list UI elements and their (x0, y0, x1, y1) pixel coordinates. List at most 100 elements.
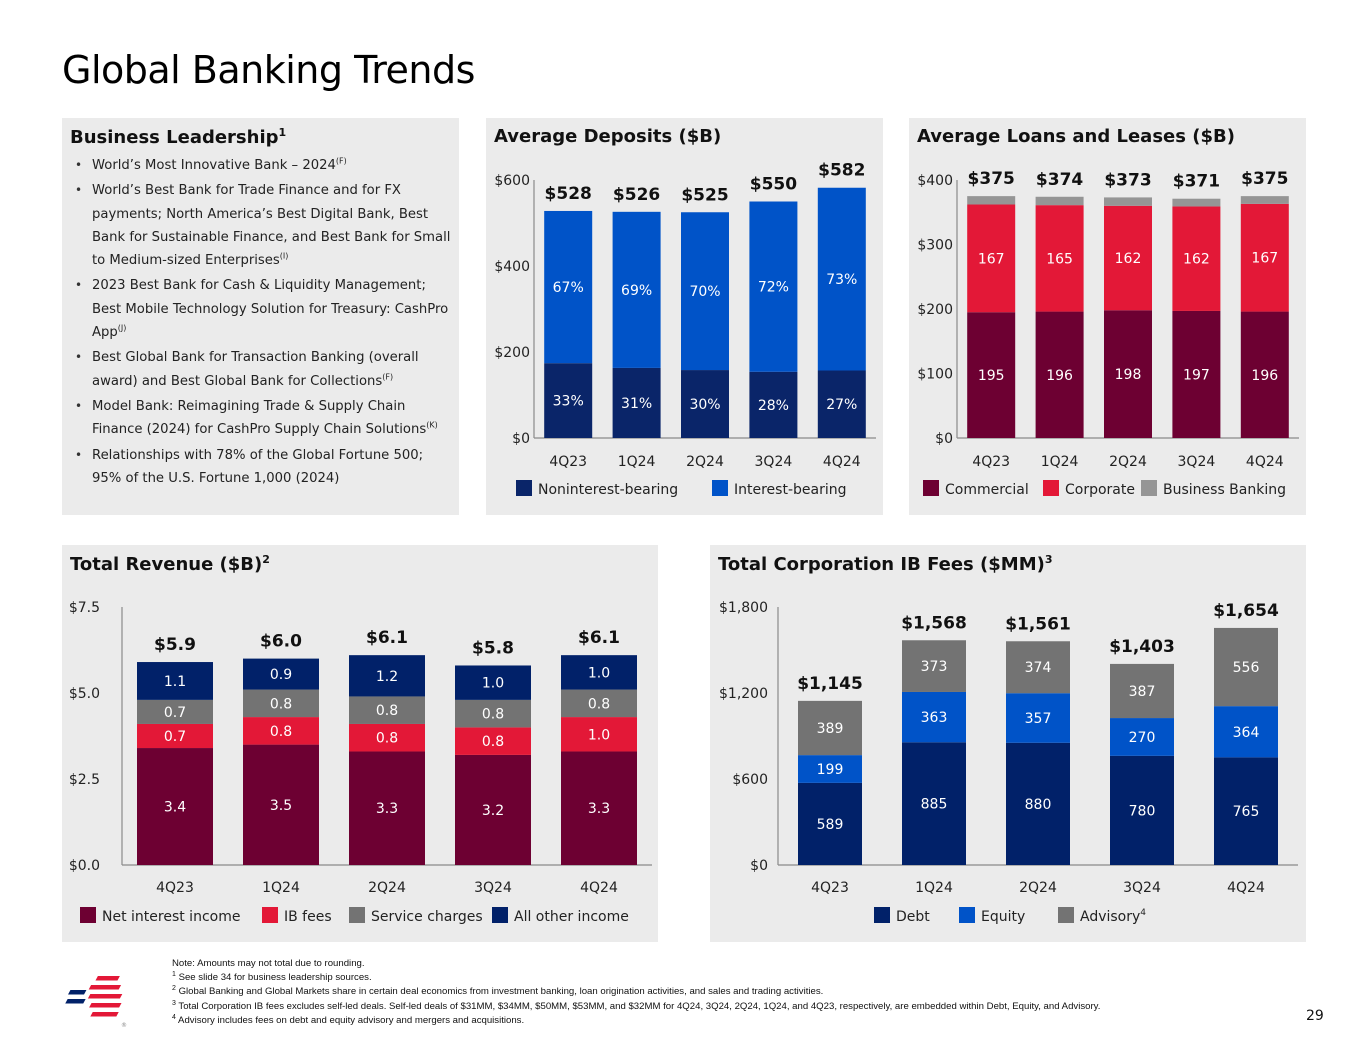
average-loans-title: Average Loans and Leases ($B) (917, 126, 1235, 147)
bar-segment-business-banking (1035, 196, 1084, 206)
bar-segment-net-interest-income (137, 748, 213, 865)
legend-swatch (262, 907, 278, 923)
total-label: $1,568 (901, 613, 967, 633)
average-loans-panel: Average Loans and Leases ($B) $0 $100 $200… (909, 118, 1306, 515)
total-revenue-panel: Total Revenue ($B)2 $0.0 $2.5 $5.0 $7.5 3.4 0… (62, 545, 658, 942)
legend-label: Interest-bearing (734, 482, 847, 498)
bar-segment-equity (1110, 718, 1174, 756)
bar-segment-all-other-income (561, 655, 637, 690)
total-label: $371 (1173, 172, 1220, 192)
total-label: $373 (1104, 170, 1151, 190)
bar-segment-noninterest-bearing (544, 363, 593, 438)
y-tick-label: $400 (494, 259, 530, 275)
segment-label: 363 (921, 710, 948, 726)
y-tick-label: $300 (917, 238, 953, 254)
segment-label: 0.7 (164, 705, 186, 721)
segment-label: 556 (1233, 660, 1260, 676)
segment-label: 167 (1251, 251, 1278, 267)
bar-segment-interest-bearing (681, 212, 729, 371)
y-tick-label: $0 (750, 858, 768, 874)
bar-segment-service-charges (243, 689, 319, 718)
segment-label: 374 (1025, 660, 1052, 676)
segment-label: 27% (826, 397, 857, 413)
bar-segment-ib-fees (349, 723, 425, 752)
x-tick-label: 1Q24 (915, 880, 953, 896)
legend-label: Commercial (945, 482, 1029, 498)
legend-item: Commercial (923, 480, 1029, 498)
legend-label: Advisory4 (1080, 908, 1146, 925)
total-label: $1,654 (1213, 601, 1279, 621)
bar-segment-commercial (1240, 311, 1289, 438)
segment-label: 70% (689, 284, 720, 300)
legend-label: Equity (981, 909, 1025, 925)
bar-segment-ib-fees (137, 723, 213, 749)
y-tick-label: $600 (732, 772, 768, 788)
segment-label: 197 (1183, 367, 1210, 383)
x-tick-label: 4Q24 (1227, 880, 1265, 896)
total-label: $582 (818, 161, 865, 181)
y-tick-label: $1,800 (719, 600, 768, 616)
segment-label: 880 (1025, 797, 1052, 813)
bar-segment-advisory (798, 700, 862, 756)
x-tick-label: 2Q24 (368, 880, 406, 896)
legend-swatch (492, 907, 508, 923)
segment-label: 196 (1046, 368, 1073, 384)
bar-segment-corporate (1035, 205, 1084, 312)
footnotes: Note: Amounts may not total due to round… (172, 957, 1100, 1028)
total-label: $1,561 (1005, 614, 1071, 634)
segment-label: 885 (921, 797, 948, 813)
segment-label: 69% (621, 283, 652, 299)
total-label: $374 (1036, 170, 1083, 190)
legend-item: Service charges (349, 907, 483, 925)
bar-segment-service-charges (349, 696, 425, 724)
y-tick-label: $100 (917, 367, 953, 383)
total-label: $375 (1241, 169, 1288, 189)
x-tick-label: 3Q24 (1123, 880, 1161, 896)
bar-segment-debt (1214, 757, 1278, 865)
legend-label: Debt (896, 909, 930, 925)
x-tick-label: 4Q24 (823, 454, 861, 470)
legend-item: Noninterest-bearing (516, 480, 678, 498)
bar-segment-advisory (902, 640, 966, 692)
business-leadership-list: World’s Most Innovative Bank – 2024(F)Wo… (72, 154, 452, 492)
x-tick-label: 1Q24 (262, 880, 300, 896)
legend-label: Corporate (1065, 482, 1135, 498)
bar-segment-corporate (1172, 206, 1221, 311)
ib-fees-title: Total Corporation IB Fees ($MM)3 (718, 553, 1053, 575)
segment-label: 167 (978, 251, 1005, 267)
total-label: $1,403 (1109, 637, 1175, 657)
x-tick-label: 4Q23 (549, 454, 587, 470)
leadership-item: Model Bank: Reimagining Trade & Supply C… (72, 395, 452, 442)
total-label: $6.1 (578, 628, 620, 648)
bar-segment-debt (1006, 742, 1070, 865)
legend-label: Business Banking (1163, 482, 1286, 498)
total-label: $6.0 (260, 632, 302, 652)
legend-item: Corporate (1043, 480, 1135, 498)
segment-label: 0.8 (376, 731, 398, 747)
legend-swatch (1043, 480, 1059, 496)
legend-item: Debt (874, 907, 930, 925)
segment-label: 1.0 (482, 676, 504, 692)
ib-fees-panel: Total Corporation IB Fees ($MM)3 $0 $600 $… (710, 545, 1306, 942)
segment-label: 195 (978, 368, 1005, 384)
segment-label: 1.0 (588, 665, 610, 681)
legend-item: Advisory4 (1058, 907, 1146, 925)
segment-label: 198 (1115, 367, 1142, 383)
bar-segment-ib-fees (455, 727, 531, 755)
y-tick-label: $0 (935, 431, 953, 447)
average-deposits-chart: $0 $200 $400 $600 33% 67% $528 4Q23 31% 69% $526 1Q… (494, 161, 876, 498)
bar-segment-advisory (1110, 663, 1174, 719)
bar-segment-net-interest-income (455, 754, 531, 865)
bar-segment-corporate (1240, 203, 1289, 312)
average-deposits-panel: Average Deposits ($B) $0 $200 $400 $600 33% 6… (486, 118, 883, 515)
bar-segment-net-interest-income (561, 751, 637, 865)
x-tick-label: 1Q24 (618, 454, 656, 470)
x-tick-label: 4Q23 (811, 880, 849, 896)
total-label: $526 (613, 185, 660, 205)
bar-segment-corporate (1104, 205, 1152, 311)
segment-label: 28% (758, 398, 789, 414)
bar-segment-noninterest-bearing (681, 370, 729, 438)
y-tick-label: $5.0 (69, 686, 100, 702)
segment-label: 364 (1233, 725, 1260, 741)
bar-segment-noninterest-bearing (612, 367, 661, 438)
